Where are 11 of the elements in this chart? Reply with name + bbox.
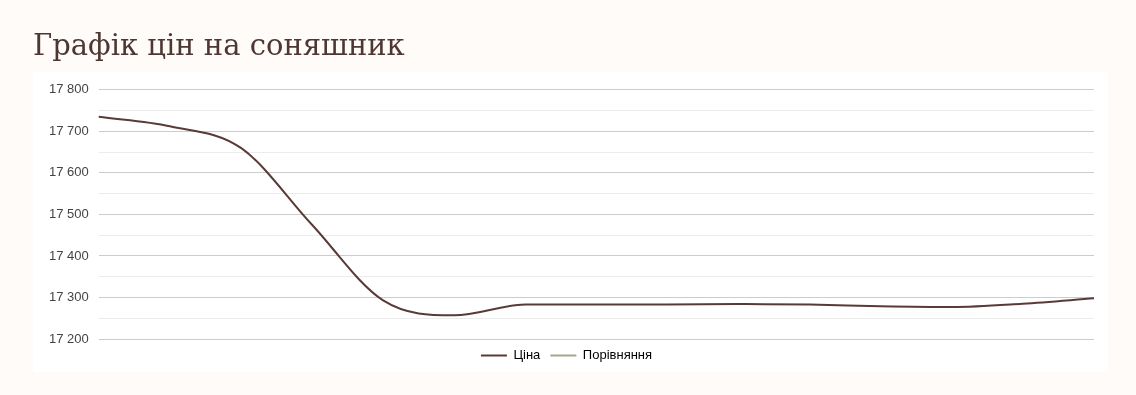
y-tick-label: 17 300: [49, 289, 89, 305]
y-tick-label: 17 200: [49, 330, 89, 346]
y-tick-label: 17 800: [49, 81, 89, 97]
y-tick-label: 17 600: [49, 164, 89, 180]
legend-label: Ціна: [513, 347, 542, 363]
legend-label: Порівняння: [582, 347, 653, 363]
line-series: [97, 115, 1095, 317]
chart-title: Графік цін на соняшник: [33, 28, 405, 62]
y-tick-label: 17 700: [49, 122, 89, 138]
y-tick-label: 17 400: [49, 247, 89, 263]
y-tick-label: 17 500: [49, 205, 89, 221]
